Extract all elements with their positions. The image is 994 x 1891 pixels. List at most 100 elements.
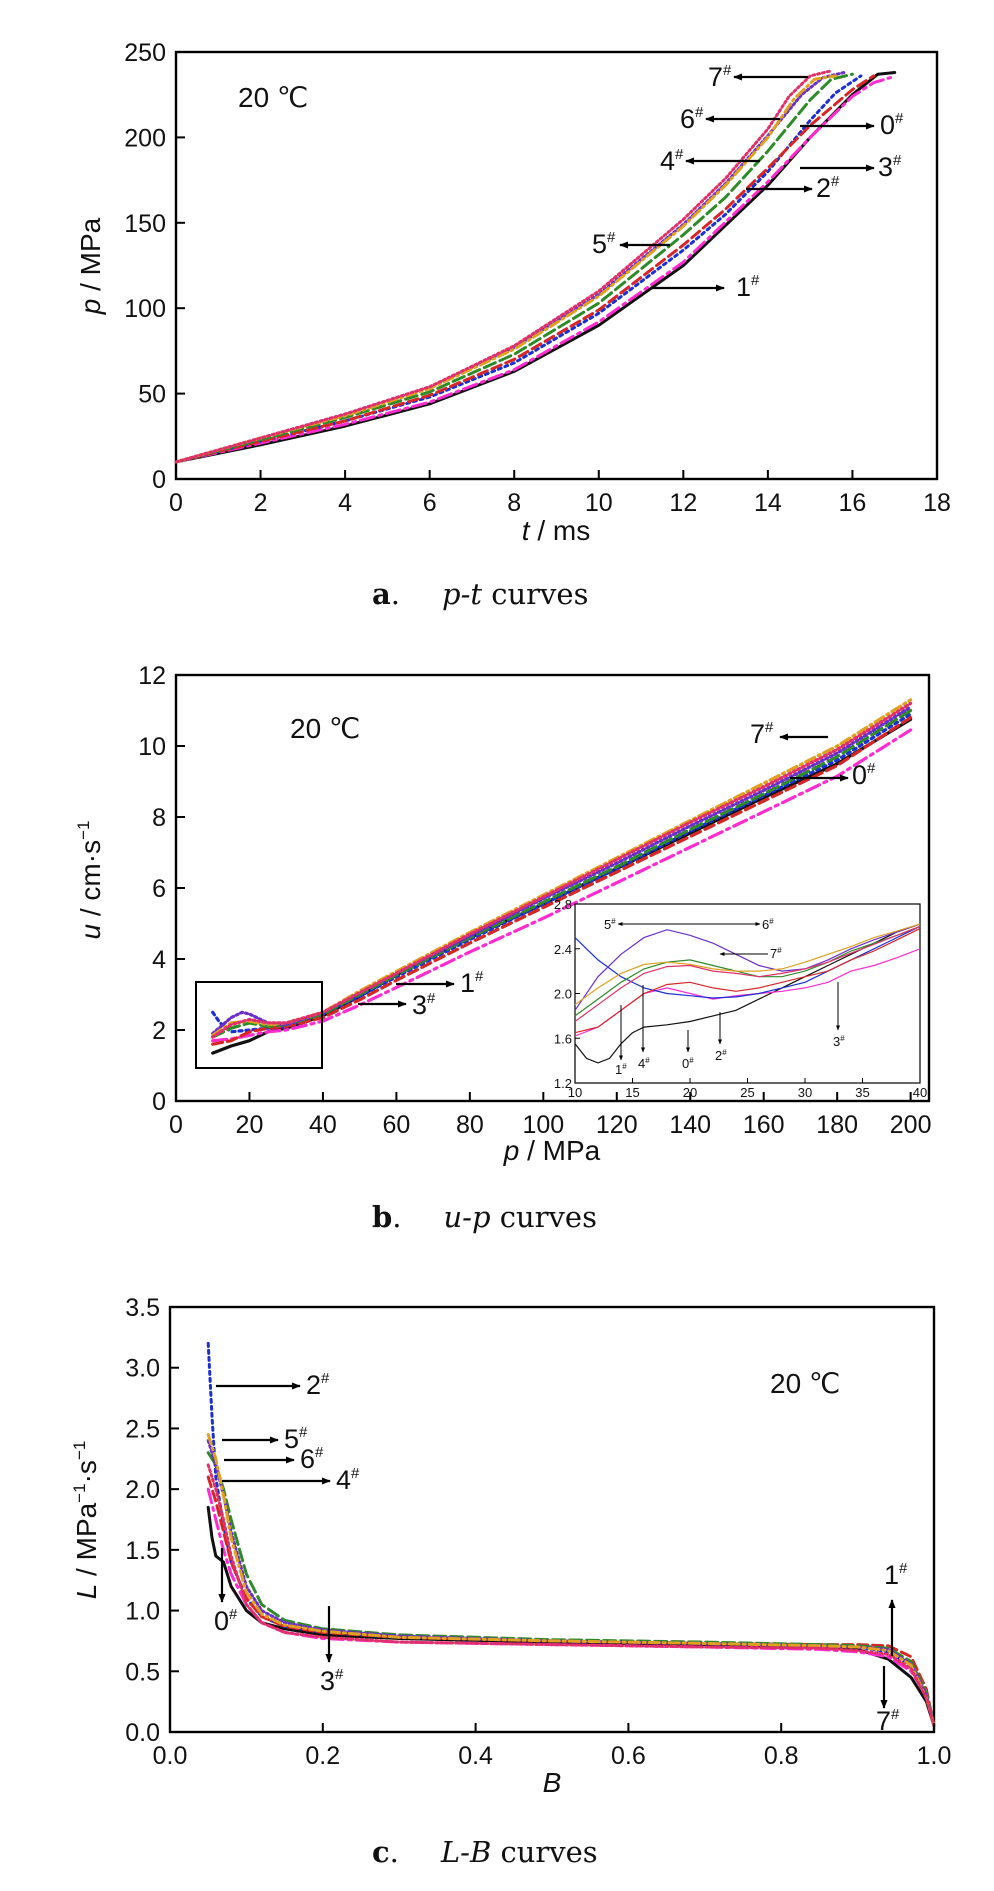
chart-b-series-3 xyxy=(211,715,913,1046)
chart-c-xtick-label: 0.4 xyxy=(458,1742,493,1770)
chart-c-label-4: 4# xyxy=(336,1465,360,1495)
inset-ytick-label: 1.6 xyxy=(554,1031,572,1046)
chart-a-ytick-label: 200 xyxy=(124,124,166,152)
chart-a-label-2: 2# xyxy=(816,173,840,203)
chart-b-series-group xyxy=(211,698,913,1055)
chart-b-label-7: 7# xyxy=(750,719,774,749)
inset-label-5: 5# xyxy=(604,917,616,932)
inset-ytick-label: 1.2 xyxy=(554,1076,572,1091)
chart-c-xtick-label: 0.6 xyxy=(611,1742,646,1770)
chart-b-xtick-label: 0 xyxy=(169,1111,183,1139)
chart-a-xtick-label: 6 xyxy=(423,489,437,517)
inset-ticks: 10 15 20 25 30 35 40 1.2 1.6 2.0 2.4 2.8 xyxy=(554,897,927,1100)
chart-b-xtick-label: 200 xyxy=(890,1111,932,1139)
chart-c-series-3 xyxy=(206,1475,936,1728)
chart-a-label-4: 4# xyxy=(660,146,684,176)
chart-a-series-7 xyxy=(174,69,833,464)
inset-label-7: 7# xyxy=(770,946,782,961)
chart-a-series-3 xyxy=(174,74,876,464)
inset-label-3: 3# xyxy=(833,1034,845,1049)
chart-b-series-1 xyxy=(211,728,913,1043)
chart-b-xtick-label: 60 xyxy=(382,1111,410,1139)
inset-xtick-label: 30 xyxy=(798,1085,812,1100)
chart-c-series-4 xyxy=(206,1451,936,1728)
inset-series-0 xyxy=(574,923,921,1064)
chart-c-ytick-label: 1.0 xyxy=(125,1598,160,1626)
chart-a-frame xyxy=(174,50,939,481)
chart-a-ytick-label: 100 xyxy=(124,295,166,323)
chart-c-xtick-label: 0.2 xyxy=(305,1742,340,1770)
chart-c-series-5 xyxy=(206,1439,936,1728)
chart-c-series-7 xyxy=(206,1463,936,1728)
chart-a-xtick-label: 4 xyxy=(338,489,352,517)
chart-a-series-group xyxy=(174,69,897,464)
chart-a-ticks: 0 2 4 6 8 10 12 14 16 18 0 50 100 150 200 250 xyxy=(124,39,951,517)
chart-a-xtick-label: 14 xyxy=(754,489,782,517)
inset-label-0: 0# xyxy=(682,1056,694,1071)
chart-a-xtick-label: 18 xyxy=(923,489,951,517)
inset-xtick-label: 35 xyxy=(855,1085,869,1100)
chart-c-label-2: 2# xyxy=(306,1370,330,1400)
chart-c-xtick-label: 0.0 xyxy=(153,1742,188,1770)
chart-c-series-1 xyxy=(206,1487,936,1728)
inset-ytick-label: 2.4 xyxy=(554,942,572,957)
chart-b-xtick-label: 180 xyxy=(816,1111,858,1139)
chart-a-ytick-label: 0 xyxy=(152,466,166,494)
chart-a-label-3: 3# xyxy=(878,152,902,182)
chart-b-xtick-label: 120 xyxy=(596,1111,638,1139)
inset-frame xyxy=(574,903,921,1084)
chart-c-ytick-label: 2.5 xyxy=(125,1415,160,1443)
chart-c-ytick-label: 1.5 xyxy=(125,1537,160,1565)
chart-a-xtick-label: 12 xyxy=(669,489,697,517)
chart-c-xtick-label: 0.8 xyxy=(764,1742,799,1770)
chart-c-series-6 xyxy=(206,1433,936,1728)
chart-a-label-0: 0# xyxy=(880,110,904,140)
chart-a-series-0 xyxy=(174,71,897,464)
chart-b-series-4 xyxy=(211,708,913,1039)
chart-a-xlabel: t / ms xyxy=(522,515,590,546)
chart-a-caption: a. p-t curves xyxy=(372,577,588,611)
chart-b-label-1: 1# xyxy=(460,968,484,998)
chart-b-ticks: 0 20 40 60 80 100 120 140 160 180 200 0 2 4 6 8 10 12 xyxy=(138,662,931,1139)
chart-a-ytick-label: 50 xyxy=(138,381,166,409)
chart-c-ytick-label: 3.0 xyxy=(125,1355,160,1383)
chart-a-series-1 xyxy=(174,76,892,464)
inset-series-5 xyxy=(574,923,921,1011)
chart-b-xtick-label: 140 xyxy=(669,1111,711,1139)
chart-b-temperature: 20 ℃ xyxy=(290,713,360,744)
chart-a-xtick-label: 8 xyxy=(507,489,521,517)
chart-a-label-7: 7# xyxy=(708,62,732,92)
chart-b-ytick-label: 0 xyxy=(152,1088,166,1116)
chart-b-xtick-label: 20 xyxy=(236,1111,264,1139)
inset-series-7 xyxy=(574,925,921,1022)
inset-label-1: 1# xyxy=(615,1062,627,1077)
chart-a-label-1: 1# xyxy=(736,272,760,302)
inset-xtick-label: 40 xyxy=(913,1085,927,1100)
inset-series-2 xyxy=(574,925,921,999)
inset-xtick-label: 20 xyxy=(683,1085,697,1100)
chart-a-xtick-label: 0 xyxy=(169,489,183,517)
chart-c-series-group xyxy=(206,1341,936,1728)
chart-b-zoom-box xyxy=(195,981,323,1069)
chart-c-label-7: 7# xyxy=(876,1706,900,1736)
chart-a-ylabel: p / MPa xyxy=(75,217,106,315)
chart-b-ytick-label: 8 xyxy=(152,804,166,832)
chart-c-ylabel: L / MPa−1·s−1 xyxy=(70,1441,102,1600)
chart-b-xtick-label: 160 xyxy=(743,1111,785,1139)
chart-c-ytick-label: 0.5 xyxy=(125,1658,160,1686)
chart-b-label-0: 0# xyxy=(852,760,876,790)
chart-c-frame xyxy=(168,1305,936,1734)
chart-c-ytick-label: 2.0 xyxy=(125,1476,160,1504)
inset-label-4: 4# xyxy=(638,1056,650,1071)
chart-b-caption: b. u-p curves xyxy=(372,1200,597,1234)
chart-b-ytick-label: 2 xyxy=(152,1017,166,1045)
inset-series-group xyxy=(574,923,921,1064)
inset-series-4 xyxy=(574,925,921,1017)
chart-a-ytick-label: 150 xyxy=(124,210,166,238)
inset-label-2: 2# xyxy=(715,1048,727,1063)
chart-b-series-7 xyxy=(211,701,913,1039)
inset-ytick-label: 2.8 xyxy=(554,897,572,912)
chart-a-ytick-label: 250 xyxy=(124,39,166,67)
inset-series-6 xyxy=(574,923,921,1006)
chart-a-xtick-label: 16 xyxy=(839,489,867,517)
